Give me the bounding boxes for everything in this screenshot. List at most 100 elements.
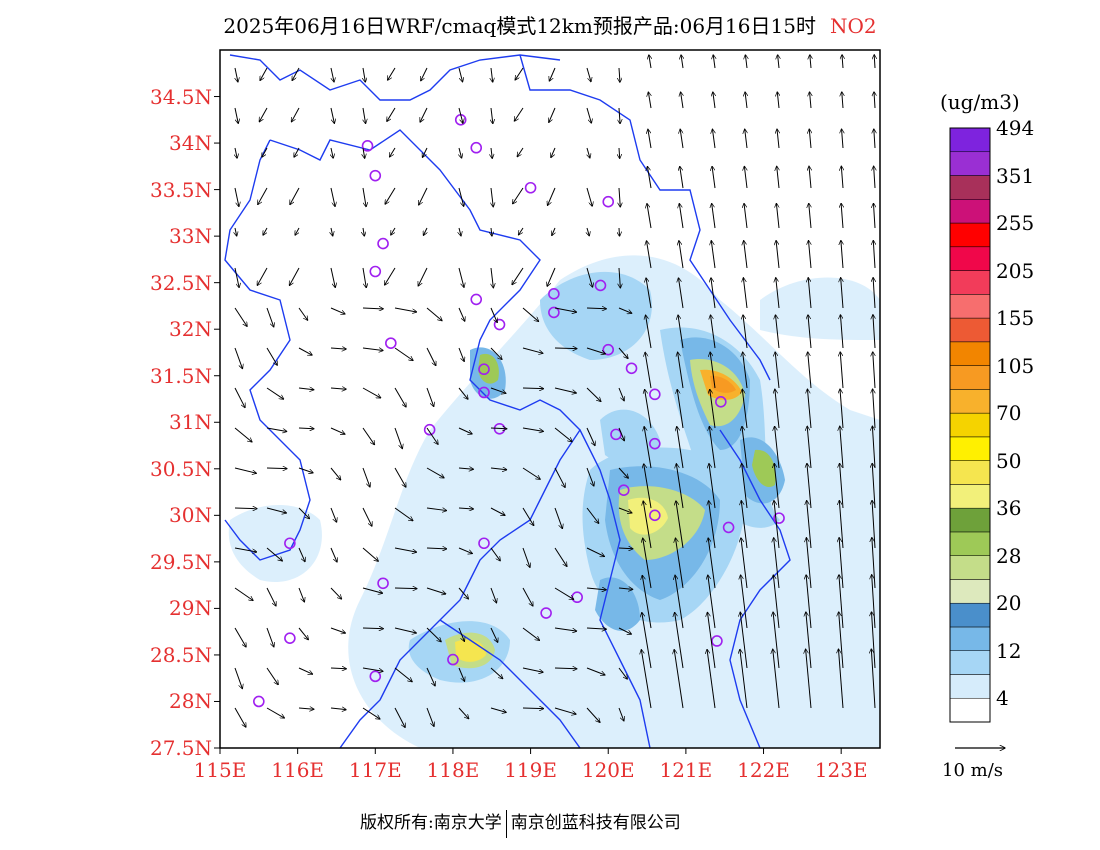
wind-arrow <box>515 67 524 80</box>
wind-arrow <box>330 348 346 349</box>
wind-arrow <box>458 67 463 82</box>
wind-arrow <box>458 707 469 719</box>
wind-arrow <box>619 107 620 124</box>
wind-arrow <box>774 501 780 549</box>
wind-arrow <box>362 267 366 288</box>
colorbar-swatch <box>949 127 991 153</box>
site-marker <box>361 140 374 152</box>
wind-arrow <box>841 240 843 269</box>
wind-arrow <box>809 129 811 149</box>
wind-arrow <box>420 107 428 122</box>
wind-arrow <box>298 547 305 562</box>
colorbar-swatch <box>949 531 991 556</box>
wind-arrow <box>394 347 413 360</box>
wind-arrow <box>806 612 812 669</box>
wind-arrow <box>708 538 716 589</box>
wind-arrow <box>387 107 396 121</box>
wind-arrow <box>234 667 242 689</box>
wind-arrow <box>459 147 462 158</box>
wind-arrow <box>618 427 624 441</box>
wind-arrow <box>490 468 507 470</box>
wind-arrow <box>491 187 493 207</box>
wind-arrow <box>330 668 346 669</box>
lat-tick-label: 32.5N <box>149 270 212 295</box>
colorbar-label: 36 <box>996 496 1022 521</box>
wind-arrow <box>522 587 533 606</box>
site-marker <box>649 509 661 522</box>
wind-arrow <box>330 187 335 207</box>
wind-arrow <box>841 166 843 189</box>
wind-arrow <box>838 649 844 709</box>
wind-arrow <box>234 387 245 408</box>
wind-arrow <box>709 501 716 549</box>
wind-arrow <box>743 315 748 349</box>
wind-arrow <box>549 67 556 81</box>
wind-arrow <box>512 267 524 285</box>
wind-arrow <box>490 428 507 429</box>
wind-arrow <box>641 650 652 709</box>
wind-arrow <box>649 55 651 69</box>
wind-arrow <box>458 107 463 123</box>
wind-arrow <box>586 667 605 675</box>
wind-arrow <box>618 627 631 634</box>
wind-arrow <box>330 107 334 123</box>
site-marker <box>610 428 622 441</box>
wind-arrow <box>873 240 875 269</box>
wind-arrow <box>458 427 472 434</box>
wind-arrow <box>777 129 779 149</box>
axis-ticks <box>214 96 842 754</box>
lon-tick-label: 121E <box>659 758 713 782</box>
wind-arrow <box>394 667 412 682</box>
wind-arrow <box>394 588 417 589</box>
lat-tick-label: 28N <box>169 689 212 714</box>
concentration-field <box>228 255 880 748</box>
wind-arrow <box>362 667 383 671</box>
colorbar-swatch <box>949 246 991 271</box>
wind-arrow <box>490 387 506 393</box>
wind-arrow <box>426 387 434 407</box>
wind-arrow <box>547 187 556 205</box>
wind-arrow <box>872 575 876 629</box>
wind-arrow <box>554 307 577 312</box>
wind-arrow <box>522 467 540 479</box>
wind-arrow <box>675 612 684 669</box>
wind-arrow <box>619 267 620 288</box>
wind-arrow <box>809 203 811 229</box>
page-title: 2025年06月16日WRF/cmaq模式12km预报产品:06月16日15时 N… <box>0 10 1100 39</box>
wind-arrow <box>643 538 652 589</box>
wind-arrow <box>743 278 748 309</box>
wind-arrow <box>298 347 312 355</box>
wind-arrow <box>554 627 577 631</box>
wind-arrow <box>554 547 567 566</box>
wind-arrow <box>331 227 333 236</box>
wind-arrow <box>676 464 684 509</box>
lon-tick-label: 123E <box>814 758 868 782</box>
wind-arrow <box>807 463 812 509</box>
wind-arrow <box>362 628 383 629</box>
wind-arrow <box>777 166 779 189</box>
wind-arrow <box>330 547 337 562</box>
wind-arrow <box>646 278 652 309</box>
wind-arrow <box>490 507 505 515</box>
wind-arrow <box>330 67 334 82</box>
colorbar-swatch <box>949 626 991 651</box>
colorbar-label: 155 <box>996 306 1035 331</box>
site-marker <box>377 237 389 250</box>
wind-arrow <box>458 347 464 361</box>
colorbar-unit: (ug/m3) <box>940 90 1020 114</box>
wind-arrow <box>741 575 748 629</box>
wind-arrow <box>871 649 876 709</box>
pollutant-species: NO2 <box>829 14 877 38</box>
wind-arrow <box>775 315 780 349</box>
colorbar-swatch <box>949 317 991 343</box>
lat-tick-label: 32N <box>169 317 212 342</box>
wind-arrow <box>394 707 405 727</box>
wind-arrow <box>647 166 652 189</box>
wind-arrow <box>741 501 748 549</box>
wind-arrow <box>646 241 652 269</box>
wind-arrow <box>619 67 620 82</box>
wind-arrow <box>363 147 365 158</box>
wind-arrow <box>675 575 684 629</box>
wind-arrow <box>643 501 652 549</box>
wind-arrow <box>266 427 287 431</box>
